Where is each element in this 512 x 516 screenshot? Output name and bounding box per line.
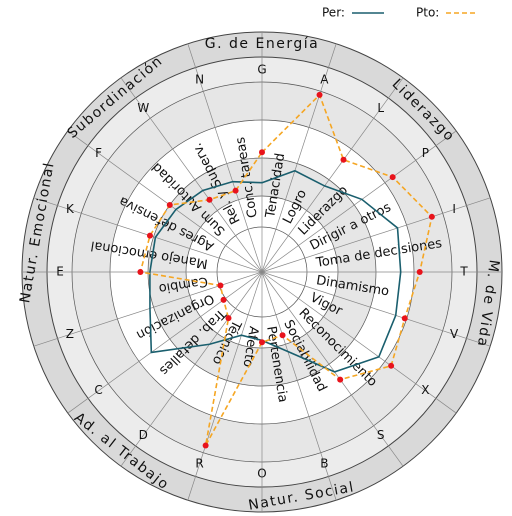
axis-letter: Z [66, 327, 74, 341]
spoke [261, 43, 337, 273]
spoke [187, 271, 263, 501]
series-dot [146, 232, 153, 239]
axis-letter: N [195, 72, 204, 86]
spoke [67, 271, 263, 414]
spoke [33, 271, 263, 347]
series-dot [340, 156, 347, 163]
series-dot [388, 362, 395, 369]
axis-letter: I [452, 202, 456, 216]
series-dot [217, 282, 224, 289]
axis-letter: T [459, 265, 468, 279]
spoke [261, 271, 404, 467]
spoke [261, 271, 457, 414]
spoke [67, 130, 263, 273]
series-dot [389, 174, 396, 181]
legend-label: Per: [322, 6, 345, 20]
axis-letter: A [320, 72, 329, 86]
spoke [261, 130, 457, 273]
spoke [261, 271, 491, 347]
spoke [261, 197, 491, 273]
series-dot [316, 91, 323, 98]
series-dot [166, 201, 173, 208]
series-dot [220, 296, 227, 303]
series-dot [259, 339, 265, 346]
spoke [261, 271, 337, 501]
series-dot [337, 376, 344, 383]
axis-letter: L [377, 101, 384, 115]
axis-letter: B [320, 457, 328, 471]
series-dot [259, 149, 265, 156]
axis-letter: F [95, 146, 102, 160]
axis-letter: C [94, 383, 102, 397]
series-dot [416, 269, 423, 275]
axis-letter: W [137, 101, 149, 115]
series-dot [428, 213, 435, 220]
series-dot [279, 332, 286, 339]
axis-letter: E [56, 265, 64, 279]
spoke [120, 271, 263, 467]
axis-letter: O [257, 467, 266, 481]
axis-letter: R [195, 457, 203, 471]
spoke [261, 77, 404, 273]
spoke [120, 77, 263, 273]
series-dot [202, 442, 209, 449]
axis-letter: V [450, 327, 459, 341]
series-dot [225, 315, 232, 322]
axis-letter: P [422, 146, 429, 160]
series-dot [137, 269, 144, 275]
series-dot [206, 196, 213, 203]
series-dot [401, 315, 408, 322]
axis-letter: D [139, 428, 148, 442]
axis-letter: S [377, 428, 385, 442]
axis-letter: X [421, 383, 429, 397]
spoke [187, 43, 263, 273]
axis-letter: K [66, 202, 75, 216]
series-dot [232, 187, 239, 194]
group-label: G. de Energía [205, 36, 319, 52]
axis-letter: G [257, 63, 266, 77]
legend-label: Pto: [416, 6, 439, 20]
